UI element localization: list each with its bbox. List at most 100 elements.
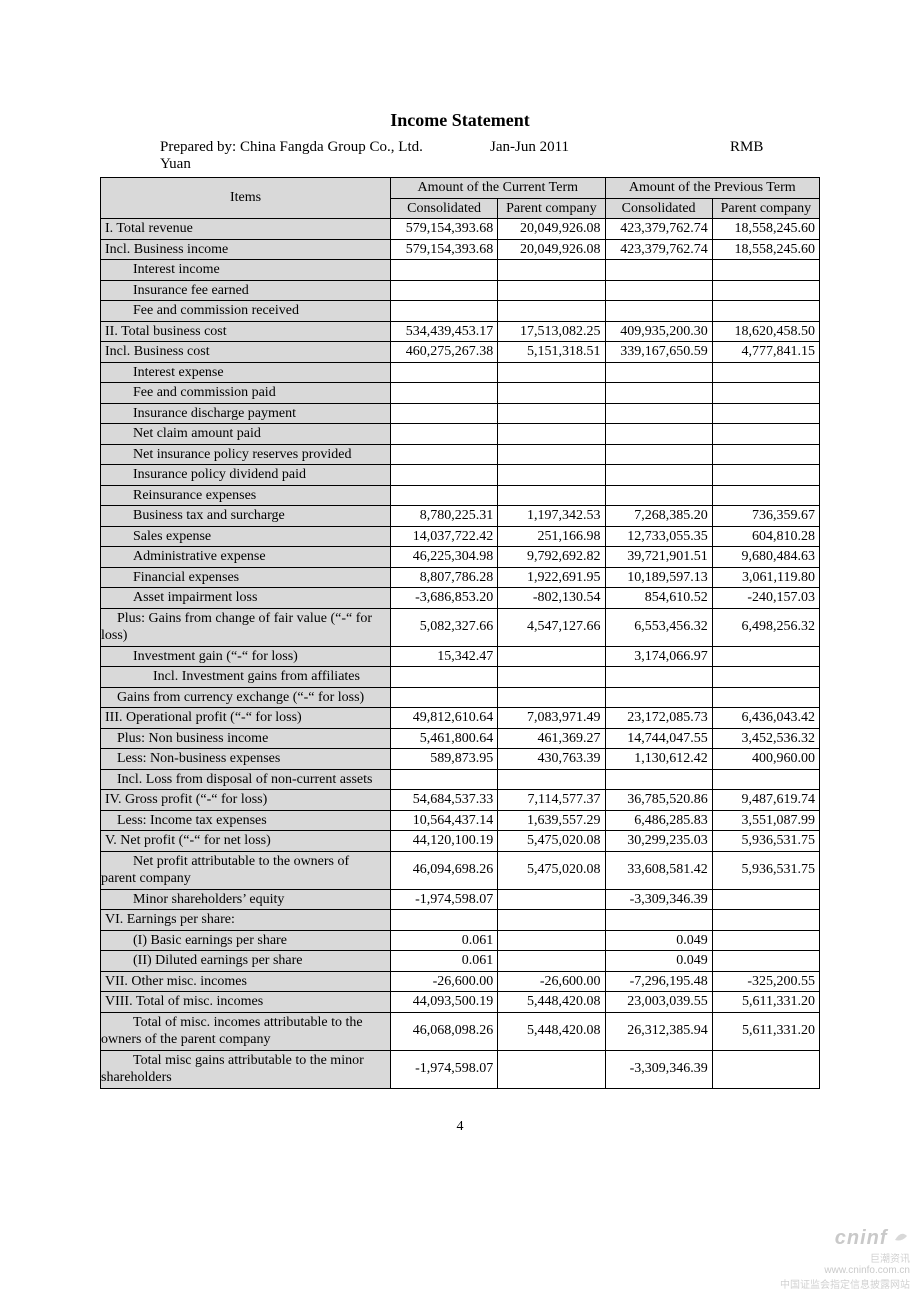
cell-value	[498, 667, 605, 688]
cell-value	[498, 362, 605, 383]
cell-value: 26,312,385.94	[605, 1012, 712, 1050]
cell-value: 46,225,304.98	[391, 547, 498, 568]
cell-value: 46,094,698.26	[391, 851, 498, 889]
table-row: Interest income	[101, 260, 820, 281]
cell-value: 5,611,331.20	[712, 992, 819, 1013]
header-prev-parent: Parent company	[712, 198, 819, 219]
cell-value	[712, 465, 819, 486]
cell-value	[712, 646, 819, 667]
cell-value: 39,721,901.51	[605, 547, 712, 568]
row-label: Reinsurance expenses	[101, 485, 391, 506]
cell-value: 18,620,458.50	[712, 321, 819, 342]
cell-value: -3,686,853.20	[391, 588, 498, 609]
cell-value: -325,200.55	[712, 971, 819, 992]
cell-value: 0.061	[391, 951, 498, 972]
cell-value: 49,812,610.64	[391, 708, 498, 729]
cell-value: 423,379,762.74	[605, 239, 712, 260]
cell-value: 9,792,692.82	[498, 547, 605, 568]
cell-value: 7,268,385.20	[605, 506, 712, 527]
cell-value	[498, 424, 605, 445]
row-label: Less: Income tax expenses	[101, 810, 391, 831]
cell-value	[498, 280, 605, 301]
cell-value: 6,436,043.42	[712, 708, 819, 729]
cell-value	[712, 951, 819, 972]
table-row: Investment gain (“-“ for loss)15,342.473…	[101, 646, 820, 667]
row-label: Less: Non-business expenses	[101, 749, 391, 770]
cell-value: 15,342.47	[391, 646, 498, 667]
watermark-cn: 中国证监会指定信息披露网站	[780, 1276, 910, 1291]
row-label: Investment gain (“-“ for loss)	[101, 646, 391, 667]
row-label: VII. Other misc. incomes	[101, 971, 391, 992]
cell-value	[712, 485, 819, 506]
table-row: Less: Non-business expenses589,873.95430…	[101, 749, 820, 770]
cell-value	[605, 769, 712, 790]
table-row: Total misc gains attributable to the min…	[101, 1050, 820, 1088]
cell-value	[498, 910, 605, 931]
cell-value	[605, 485, 712, 506]
cell-value	[498, 889, 605, 910]
meta-line: Prepared by: China Fangda Group Co., Ltd…	[100, 139, 820, 156]
table-row: Insurance fee earned	[101, 280, 820, 301]
cell-value: 30,299,235.03	[605, 831, 712, 852]
watermark-swirl-icon	[892, 1228, 910, 1246]
table-row: Interest expense	[101, 362, 820, 383]
cell-value: 1,197,342.53	[498, 506, 605, 527]
header-prev-consolidated: Consolidated	[605, 198, 712, 219]
table-row: IV. Gross profit (“-“ for loss)54,684,53…	[101, 790, 820, 811]
table-row: Net profit attributable to the owners of…	[101, 851, 820, 889]
cell-value: -3,309,346.39	[605, 889, 712, 910]
cell-value: 44,120,100.19	[391, 831, 498, 852]
cell-value: 8,780,225.31	[391, 506, 498, 527]
cell-value: 17,513,082.25	[498, 321, 605, 342]
cell-value	[605, 910, 712, 931]
cell-value	[605, 362, 712, 383]
table-row: Total of misc. incomes attributable to t…	[101, 1012, 820, 1050]
row-label: Incl. Business income	[101, 239, 391, 260]
cell-value: 409,935,200.30	[605, 321, 712, 342]
cell-value	[391, 485, 498, 506]
cell-value	[605, 280, 712, 301]
table-row: Net claim amount paid	[101, 424, 820, 445]
cell-value: -26,600.00	[498, 971, 605, 992]
row-label: Gains from currency exchange (“-“ for lo…	[101, 687, 391, 708]
header-cur-parent: Parent company	[498, 198, 605, 219]
row-label: Insurance fee earned	[101, 280, 391, 301]
cell-value: 7,083,971.49	[498, 708, 605, 729]
table-row: VI. Earnings per share:	[101, 910, 820, 931]
cell-value: 5,611,331.20	[712, 1012, 819, 1050]
cell-value: 1,922,691.95	[498, 567, 605, 588]
table-row: Less: Income tax expenses10,564,437.141,…	[101, 810, 820, 831]
cell-value: 1,130,612.42	[605, 749, 712, 770]
cell-value	[712, 769, 819, 790]
cell-value: 423,379,762.74	[605, 219, 712, 240]
cell-value: 1,639,557.29	[498, 810, 605, 831]
cell-value: 7,114,577.37	[498, 790, 605, 811]
cell-value: 534,439,453.17	[391, 321, 498, 342]
watermark-brand: cninf	[835, 1227, 888, 1249]
table-row: Fee and commission paid	[101, 383, 820, 404]
cell-value: 46,068,098.26	[391, 1012, 498, 1050]
table-row: Incl. Loss from disposal of non-current …	[101, 769, 820, 790]
cell-value: 14,744,047.55	[605, 728, 712, 749]
currency-unit: Yuan	[100, 156, 820, 173]
row-label: Sales expense	[101, 526, 391, 547]
cell-value	[391, 383, 498, 404]
table-row: Incl. Investment gains from affiliates	[101, 667, 820, 688]
cell-value	[605, 301, 712, 322]
row-label: Fee and commission paid	[101, 383, 391, 404]
cell-value: 589,873.95	[391, 749, 498, 770]
page: Income Statement Prepared by: China Fang…	[0, 0, 920, 1301]
table-row: Minor shareholders’ equity-1,974,598.07-…	[101, 889, 820, 910]
table-row: Incl. Business cost460,275,267.385,151,3…	[101, 342, 820, 363]
cell-value: 5,936,531.75	[712, 851, 819, 889]
cell-value: 36,785,520.86	[605, 790, 712, 811]
cell-value	[391, 403, 498, 424]
cell-value: 10,189,597.13	[605, 567, 712, 588]
cell-value	[605, 424, 712, 445]
cell-value: 33,608,581.42	[605, 851, 712, 889]
cell-value: -1,974,598.07	[391, 889, 498, 910]
row-label: Financial expenses	[101, 567, 391, 588]
cell-value	[605, 403, 712, 424]
row-label: Incl. Investment gains from affiliates	[101, 667, 391, 688]
table-row: (II) Diluted earnings per share0.0610.04…	[101, 951, 820, 972]
